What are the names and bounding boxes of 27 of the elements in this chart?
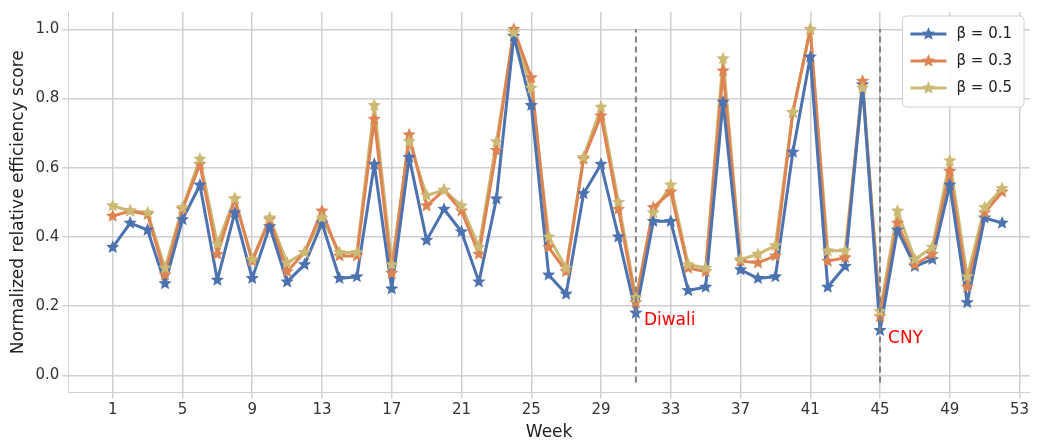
x-tick-label: 45 <box>870 400 890 419</box>
x-tick-label: 53 <box>1009 400 1030 419</box>
x-axis-title: Week <box>525 421 573 442</box>
y-tick-label: 0.2 <box>35 295 60 314</box>
x-tick-label: 41 <box>800 400 820 419</box>
legend-label: β = 0.3 <box>956 50 1013 69</box>
x-tick-label: 29 <box>591 400 611 419</box>
annotation: CNY <box>888 326 924 347</box>
y-tick-label: 0.0 <box>35 365 60 384</box>
x-tick-label: 9 <box>247 400 258 419</box>
x-tick-label: 1 <box>107 400 118 419</box>
x-tick-label: 25 <box>521 400 541 419</box>
x-tick-label: 37 <box>730 400 751 419</box>
y-tick-label: 0.4 <box>35 226 60 245</box>
x-tick-label: 21 <box>451 400 472 419</box>
x-tick-label: 17 <box>382 400 402 419</box>
legend-label: β = 0.5 <box>956 77 1013 96</box>
annotation: Diwali <box>643 309 696 330</box>
legend-label: β = 0.1 <box>956 23 1013 42</box>
x-tick-label: 49 <box>940 400 960 419</box>
y-tick-label: 0.8 <box>35 88 60 107</box>
x-tick-label: 5 <box>177 400 188 419</box>
y-axis-title: Normalized relative efficiency score <box>6 50 27 355</box>
y-tick-label: 0.6 <box>35 157 60 176</box>
x-tick-label: 13 <box>312 400 332 419</box>
x-tick-label: 33 <box>661 400 681 419</box>
y-tick-label: 1.0 <box>35 19 60 38</box>
